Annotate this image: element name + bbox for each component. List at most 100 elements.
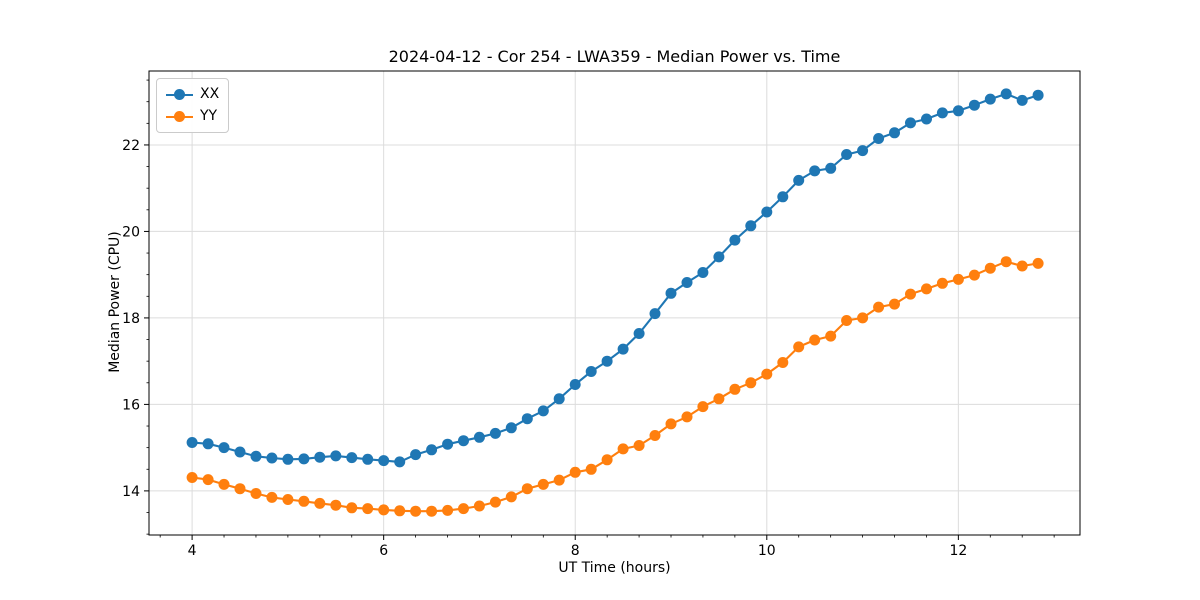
- series-XX-point: [984, 93, 996, 105]
- series-XX-point: [633, 328, 645, 339]
- legend-swatch-yy: [166, 111, 193, 122]
- series-YY-point: [553, 474, 565, 486]
- series-YY-point: [745, 377, 757, 389]
- series-YY-point: [362, 503, 374, 515]
- series-XX-point: [505, 422, 517, 434]
- series-XX-point: [202, 438, 214, 450]
- series-XX-point: [378, 455, 390, 467]
- y-tick-label: 14: [122, 484, 140, 500]
- x-tick-label: 10: [758, 543, 776, 559]
- series-YY-point: [921, 283, 932, 295]
- series-YY-point: [218, 478, 230, 490]
- series-XX-point: [489, 427, 501, 439]
- series-YY-point: [873, 301, 885, 313]
- legend-label-xx: XX: [200, 86, 220, 102]
- series-XX-point: [458, 435, 469, 447]
- chart-title: 2024-04-12 - Cor 254 - LWA359 - Median P…: [388, 47, 841, 66]
- series-XX-point: [266, 452, 278, 464]
- series-XX-point: [809, 165, 821, 177]
- series-YY-point: [729, 383, 741, 395]
- series-XX-point: [952, 105, 964, 117]
- series-YY-point: [250, 488, 262, 499]
- series-XX-point: [617, 343, 629, 355]
- series-XX-point: [410, 449, 422, 461]
- series-YY-point: [410, 505, 422, 517]
- series-XX-point: [569, 379, 581, 390]
- series-YY-point: [394, 505, 406, 517]
- series-YY-point: [633, 440, 645, 451]
- series-XX-point: [553, 393, 565, 405]
- series-YY-point: [346, 502, 358, 514]
- series-XX-point: [905, 117, 916, 129]
- series-YY-point: [282, 494, 294, 505]
- series-XX-point: [777, 191, 789, 203]
- series-XX-point: [841, 149, 853, 160]
- x-tick-label: 4: [188, 543, 197, 559]
- y-tick-label: 16: [122, 397, 140, 413]
- series-YY-point: [649, 430, 661, 441]
- series-YY-point: [841, 315, 853, 326]
- series-YY-point: [314, 497, 326, 509]
- series-YY-point: [905, 288, 916, 300]
- series-YY-point: [809, 334, 821, 346]
- series-XX-point: [250, 450, 262, 462]
- y-tick-label: 18: [122, 311, 140, 327]
- series-YY-point: [665, 418, 677, 430]
- legend-item-yy: YY: [166, 107, 219, 126]
- series-YY-point: [202, 474, 214, 486]
- series-YY-point: [378, 504, 390, 516]
- series-XX-point: [825, 162, 837, 174]
- series-XX-point: [537, 405, 549, 417]
- series-XX-point: [1000, 88, 1012, 100]
- series-XX-point: [521, 413, 533, 425]
- series-XX-point: [761, 206, 773, 218]
- series-XX-point: [186, 437, 198, 448]
- series-XX-point: [362, 453, 374, 465]
- x-tick-label: 6: [379, 543, 388, 559]
- series-YY-point: [1000, 256, 1012, 268]
- series-XX-point: [314, 451, 326, 463]
- y-tick-label: 22: [122, 138, 140, 154]
- series-XX-point: [394, 456, 406, 468]
- series-YY-point: [521, 483, 533, 495]
- series-YY-point: [761, 368, 773, 380]
- series-XX-point: [857, 145, 869, 157]
- x-tick-label: 12: [949, 543, 967, 559]
- series-YY-point: [825, 330, 837, 342]
- series-XX-point: [601, 355, 613, 367]
- series-XX-line: [192, 92, 1039, 463]
- series-YY-point: [330, 499, 342, 511]
- legend-label-yy: YY: [200, 108, 218, 124]
- x-tick-label: 8: [571, 543, 580, 559]
- series-XX-point: [218, 442, 230, 454]
- series-XX-point: [968, 99, 980, 111]
- series-YY-point: [952, 273, 964, 285]
- series-XX-point: [665, 287, 677, 299]
- series-XX-point: [426, 444, 438, 456]
- series-YY-point: [569, 466, 581, 478]
- series-XX-point: [745, 220, 757, 232]
- y-axis-label-text: Median Power (CPU): [107, 231, 123, 373]
- series-YY-point: [489, 496, 501, 508]
- series-XX-point: [697, 267, 709, 278]
- series-YY-point: [426, 505, 438, 517]
- series-YY-point: [442, 504, 454, 516]
- series-XX-point: [681, 277, 693, 288]
- series-YY-point: [681, 411, 693, 423]
- legend: XX YY: [156, 78, 230, 133]
- series-YY-point: [186, 472, 198, 483]
- series-YY-point: [537, 478, 549, 490]
- series-YY-point: [505, 491, 517, 503]
- legend-dot-icon: [174, 89, 185, 100]
- y-tick-label: 20: [122, 224, 140, 240]
- series-YY-point: [889, 298, 900, 310]
- series-XX-point: [793, 174, 805, 186]
- series-YY-point: [777, 357, 789, 368]
- series-YY-point: [857, 312, 869, 324]
- series-YY-point: [266, 491, 278, 503]
- series-YY-point: [298, 495, 310, 507]
- legend-dot-icon: [174, 111, 185, 122]
- series-XX-point: [649, 308, 661, 320]
